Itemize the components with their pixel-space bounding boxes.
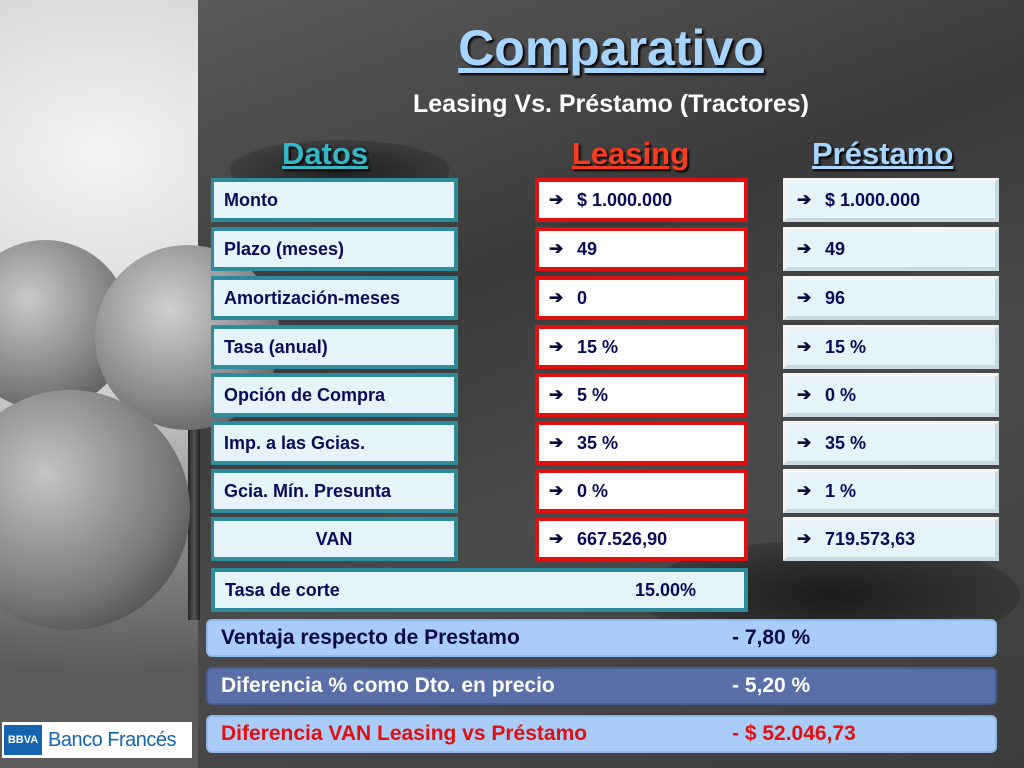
datos-cell-tasa: Tasa (anual) (211, 325, 458, 369)
arrow-right-icon: ➔ (797, 385, 812, 404)
datos-cell-plazo: Plazo (meses) (211, 227, 458, 271)
leasing-cell-imp-gcias: ➔ 35 % (535, 421, 748, 465)
arrow-right-icon: ➔ (797, 337, 812, 356)
bank-logo: BBVA Banco Francés (2, 722, 192, 758)
summary-value: - $ 52.046,73 (732, 722, 856, 745)
arrow-right-icon: ➔ (549, 288, 564, 307)
leasing-value: 15 % (577, 336, 619, 357)
tasa-corte-box: Tasa de corte 15.00% (211, 568, 748, 612)
leasing-cell-plazo: ➔ 49 (535, 227, 748, 271)
arrow-right-icon: ➔ (549, 337, 564, 356)
tasa-corte-label: Tasa de corte (225, 579, 340, 600)
prestamo-value: 96 (825, 287, 846, 308)
leasing-value: 0 % (577, 480, 609, 501)
prestamo-cell-opcion-compra: ➔ 0 % (783, 373, 999, 417)
prestamo-value: 1 % (825, 480, 857, 501)
arrow-right-icon: ➔ (797, 239, 812, 258)
leasing-value: $ 1.000.000 (577, 189, 673, 210)
summary-diferencia-van: Diferencia VAN Leasing vs Préstamo - $ 5… (206, 715, 997, 753)
column-header-prestamo: Préstamo (812, 136, 954, 171)
summary-label: Diferencia % como Dto. en precio (221, 674, 555, 697)
datos-label: Amortización-meses (224, 287, 401, 308)
prestamo-cell-tasa: ➔ 15 % (783, 325, 999, 369)
arrow-right-icon: ➔ (549, 190, 564, 209)
prestamo-cell-monto: ➔ $ 1.000.000 (783, 178, 999, 222)
datos-label: Opción de Compra (224, 384, 386, 405)
datos-label: VAN (315, 528, 353, 549)
page-subtitle: Leasing Vs. Préstamo (Tractores) (413, 90, 809, 118)
background-sphere (0, 390, 190, 630)
summary-value: - 7,80 % (732, 626, 811, 649)
arrow-right-icon: ➔ (549, 239, 564, 258)
prestamo-cell-imp-gcias: ➔ 35 % (783, 421, 999, 465)
prestamo-cell-amortizacion: ➔ 96 (783, 276, 999, 320)
column-header-leasing: Leasing (572, 136, 690, 171)
leasing-value: 667.526,90 (577, 528, 668, 549)
bbva-logo-mark: BBVA (4, 725, 42, 755)
arrow-right-icon: ➔ (797, 190, 812, 209)
arrow-right-icon: ➔ (549, 385, 564, 404)
prestamo-value: 15 % (825, 336, 867, 357)
summary-label: Ventaja respecto de Prestamo (221, 626, 520, 649)
leasing-cell-gcia-min: ➔ 0 % (535, 469, 748, 513)
prestamo-value: $ 1.000.000 (825, 189, 921, 210)
datos-cell-monto: Monto (211, 178, 458, 222)
arrow-right-icon: ➔ (797, 481, 812, 500)
summary-ventaja: Ventaja respecto de Prestamo - 7,80 % (206, 619, 997, 657)
leasing-value: 0 (577, 287, 588, 308)
datos-label: Gcia. Mín. Presunta (224, 480, 392, 501)
summary-value: - 5,20 % (732, 674, 811, 697)
leasing-cell-tasa: ➔ 15 % (535, 325, 748, 369)
background-pin-stick (188, 400, 200, 620)
prestamo-value: 35 % (825, 432, 867, 453)
leasing-value: 49 (577, 238, 598, 259)
datos-cell-imp-gcias: Imp. a las Gcias. (211, 421, 458, 465)
summary-label: Diferencia VAN Leasing vs Préstamo (221, 722, 588, 745)
arrow-right-icon: ➔ (797, 433, 812, 452)
arrow-right-icon: ➔ (797, 288, 812, 307)
leasing-cell-amortizacion: ➔ 0 (535, 276, 748, 320)
datos-label: Tasa (anual) (224, 336, 328, 357)
leasing-cell-monto: ➔ $ 1.000.000 (535, 178, 748, 222)
tasa-corte-value: 15.00% (635, 579, 697, 600)
leasing-cell-van: ➔ 667.526,90 (535, 517, 748, 561)
bank-name: Banco Francés (48, 728, 177, 751)
datos-cell-van: VAN (211, 517, 458, 561)
prestamo-value: 49 (825, 238, 846, 259)
leasing-cell-opcion-compra: ➔ 5 % (535, 373, 748, 417)
arrow-right-icon: ➔ (549, 433, 564, 452)
column-header-datos: Datos (282, 136, 369, 171)
prestamo-cell-gcia-min: ➔ 1 % (783, 469, 999, 513)
datos-label: Monto (224, 189, 278, 210)
arrow-right-icon: ➔ (549, 481, 564, 500)
page-title: Comparativo (458, 20, 764, 76)
leasing-value: 5 % (577, 384, 609, 405)
prestamo-value: 719.573,63 (825, 528, 916, 549)
datos-label: Imp. a las Gcias. (224, 432, 366, 453)
datos-label: Plazo (meses) (224, 238, 345, 259)
datos-cell-gcia-min: Gcia. Mín. Presunta (211, 469, 458, 513)
arrow-right-icon: ➔ (549, 529, 564, 548)
datos-cell-opcion-compra: Opción de Compra (211, 373, 458, 417)
arrow-right-icon: ➔ (797, 529, 812, 548)
prestamo-cell-plazo: ➔ 49 (783, 227, 999, 271)
prestamo-cell-van: ➔ 719.573,63 (783, 517, 999, 561)
summary-diferencia-dto: Diferencia % como Dto. en precio - 5,20 … (206, 667, 997, 705)
prestamo-value: 0 % (825, 384, 857, 405)
datos-cell-amortizacion: Amortización-meses (211, 276, 458, 320)
leasing-value: 35 % (577, 432, 619, 453)
